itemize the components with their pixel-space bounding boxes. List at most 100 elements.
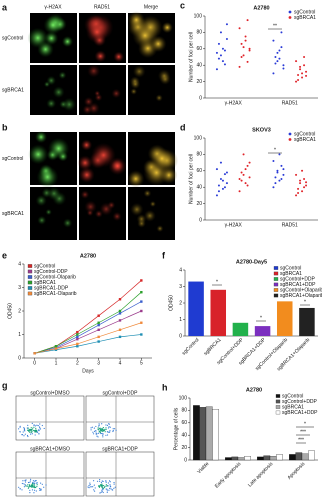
legend-swatch [288, 10, 292, 14]
flow-dot [90, 427, 92, 429]
flow-dot [19, 430, 21, 433]
flow-dot [31, 428, 33, 431]
point [276, 51, 279, 54]
flow-dot [35, 429, 38, 431]
point [282, 64, 285, 67]
flow-dot [34, 425, 37, 427]
bar [263, 455, 271, 461]
cell-glow [37, 215, 47, 225]
legend-label: sgBRCA1 [282, 404, 304, 410]
flow-dot [92, 431, 94, 433]
panel-label: b [2, 122, 8, 132]
point [246, 164, 249, 167]
flow-dot [35, 486, 37, 488]
cell-glow [143, 209, 156, 222]
line [34, 310, 142, 354]
significance: * [304, 421, 306, 427]
flow-dot [27, 485, 29, 487]
marker [54, 347, 58, 350]
flow-dot [23, 483, 25, 485]
cell-glow [80, 190, 90, 199]
legend-swatch [27, 280, 33, 285]
flow-dot [99, 484, 102, 486]
bar [289, 454, 296, 461]
point [301, 72, 304, 75]
legend-swatch [27, 269, 33, 274]
flow-dot [29, 492, 31, 494]
flow-dot [40, 482, 42, 484]
chart-title: A2780 [246, 387, 262, 393]
marker [140, 321, 143, 324]
cell-glow [82, 104, 93, 115]
flow-dot [97, 432, 100, 434]
flow-dot [109, 481, 111, 483]
point [242, 153, 245, 156]
flow-dot [98, 424, 100, 426]
plot-label: sgControl+DDP [103, 390, 139, 396]
cell-glow [45, 208, 52, 216]
flow-dot [41, 424, 43, 427]
cell-glow [156, 225, 164, 233]
flow-dot [31, 433, 33, 435]
bar [237, 457, 245, 461]
marker [118, 312, 122, 315]
point [282, 168, 285, 171]
point [248, 176, 251, 179]
bar [212, 409, 219, 461]
flow-dot [33, 424, 35, 426]
flow-dot [108, 480, 111, 482]
x-tick-label: 4 [119, 360, 122, 366]
point [280, 31, 283, 34]
point [272, 72, 275, 75]
flow-dot [93, 484, 95, 486]
legend-swatch [27, 286, 33, 290]
x-tick-label: Viable [196, 461, 210, 475]
y-tick-label: 0 [199, 217, 202, 223]
cell-glow [130, 88, 138, 95]
flow-dot [29, 485, 32, 488]
flow-dot [102, 433, 104, 435]
point [215, 68, 218, 71]
y-tick-label: 100 [179, 395, 188, 401]
flow-dot [101, 432, 103, 435]
flow-dot [93, 427, 95, 429]
bar [231, 456, 239, 461]
flow-dot [96, 435, 98, 437]
flow-dot [35, 482, 38, 484]
cell-glow [155, 94, 163, 102]
flow-dot [39, 489, 41, 491]
flow-dot [100, 491, 102, 493]
flow-dot [106, 488, 108, 490]
point [221, 187, 224, 190]
column-header: Merge [144, 4, 158, 10]
flow-dot [102, 434, 104, 436]
flow-dot [106, 490, 108, 492]
line [34, 291, 142, 354]
cell-glow [27, 27, 49, 49]
cell-glow [94, 50, 107, 63]
flow-dot [18, 486, 20, 488]
point [225, 182, 228, 185]
flow-dot [38, 487, 41, 490]
flow-dot [115, 429, 117, 431]
legend-swatch [288, 138, 292, 141]
flow-dot [24, 430, 26, 432]
flow-dot [106, 424, 109, 426]
cell-glow [35, 194, 47, 207]
point [272, 39, 275, 42]
y-axis-label: OD450 [7, 303, 13, 319]
point [244, 39, 247, 42]
point [240, 179, 243, 182]
flow-dot [37, 424, 39, 427]
flow-dot [36, 484, 38, 486]
cell-glow [86, 209, 94, 217]
marker [54, 345, 58, 348]
point [219, 178, 222, 180]
flow-dot [113, 483, 115, 485]
x-tick-label: RAD51 [282, 100, 298, 106]
flow-dot [27, 427, 29, 429]
flow-dot [21, 489, 23, 491]
point [223, 173, 226, 176]
flow-dot [90, 429, 92, 431]
significance: *** [298, 437, 304, 443]
